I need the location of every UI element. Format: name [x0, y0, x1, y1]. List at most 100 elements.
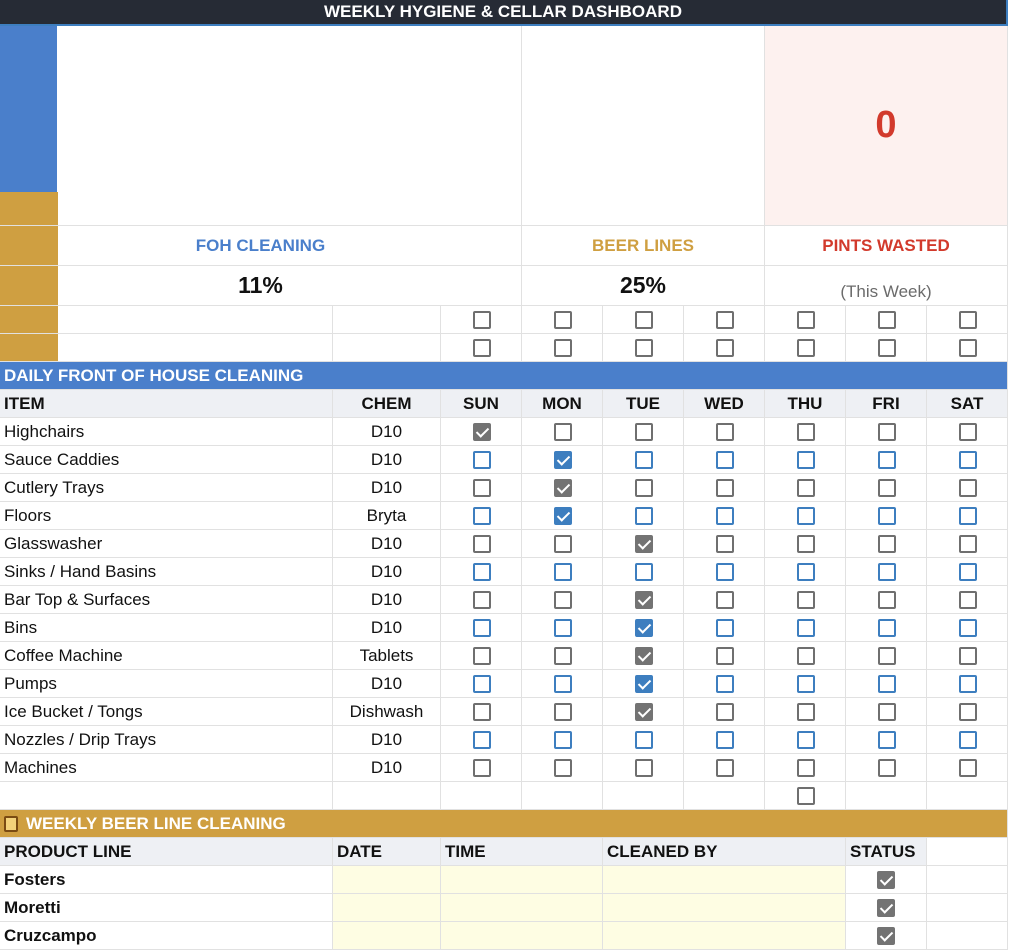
- checkbox[interactable]: [796, 507, 815, 525]
- checkbox[interactable]: [553, 535, 572, 553]
- checkbox[interactable]: [715, 479, 734, 497]
- checkbox[interactable]: [553, 731, 572, 749]
- checkbox[interactable]: [715, 759, 734, 777]
- checkbox[interactable]: [472, 619, 491, 637]
- checkbox[interactable]: [877, 423, 896, 441]
- checkbox[interactable]: [877, 899, 895, 917]
- checkbox[interactable]: [796, 535, 815, 553]
- checkbox[interactable]: [553, 591, 572, 609]
- checkbox[interactable]: [796, 479, 815, 497]
- checkbox[interactable]: [958, 675, 977, 693]
- checkbox[interactable]: [796, 311, 815, 329]
- checkbox[interactable]: [877, 535, 896, 553]
- checkbox[interactable]: [958, 647, 977, 665]
- checkbox[interactable]: [877, 507, 896, 525]
- checkbox[interactable]: [472, 675, 491, 693]
- checkbox[interactable]: [958, 339, 977, 357]
- checkbox[interactable]: [796, 759, 815, 777]
- checkbox[interactable]: [472, 479, 491, 497]
- checkbox[interactable]: [634, 311, 653, 329]
- checkbox[interactable]: [958, 563, 977, 581]
- checkbox[interactable]: [796, 731, 815, 749]
- checkbox[interactable]: [634, 675, 653, 693]
- checkbox[interactable]: [553, 703, 572, 721]
- checkbox[interactable]: [715, 451, 734, 469]
- checkbox[interactable]: [796, 675, 815, 693]
- checkbox[interactable]: [877, 927, 895, 945]
- checkbox[interactable]: [877, 675, 896, 693]
- checkbox[interactable]: [958, 591, 977, 609]
- checkbox[interactable]: [715, 423, 734, 441]
- checkbox[interactable]: [796, 619, 815, 637]
- checkbox[interactable]: [472, 507, 491, 525]
- checkbox[interactable]: [472, 647, 491, 665]
- checkbox[interactable]: [634, 423, 653, 441]
- checkbox[interactable]: [553, 339, 572, 357]
- checkbox[interactable]: [553, 507, 572, 525]
- checkbox[interactable]: [634, 731, 653, 749]
- checkbox[interactable]: [796, 647, 815, 665]
- checkbox[interactable]: [877, 703, 896, 721]
- checkbox[interactable]: [796, 591, 815, 609]
- checkbox[interactable]: [472, 423, 491, 441]
- checkbox[interactable]: [715, 619, 734, 637]
- checkbox[interactable]: [958, 731, 977, 749]
- checkbox[interactable]: [715, 731, 734, 749]
- checkbox[interactable]: [877, 311, 896, 329]
- checkbox[interactable]: [877, 619, 896, 637]
- checkbox[interactable]: [472, 535, 491, 553]
- checkbox[interactable]: [472, 591, 491, 609]
- checkbox[interactable]: [553, 619, 572, 637]
- checkbox[interactable]: [877, 759, 896, 777]
- checkbox[interactable]: [715, 591, 734, 609]
- checkbox[interactable]: [715, 339, 734, 357]
- checkbox[interactable]: [715, 535, 734, 553]
- checkbox[interactable]: [796, 423, 815, 441]
- checkbox[interactable]: [553, 759, 572, 777]
- checkbox[interactable]: [634, 759, 653, 777]
- checkbox[interactable]: [958, 451, 977, 469]
- checkbox[interactable]: [472, 731, 491, 749]
- checkbox[interactable]: [958, 759, 977, 777]
- checkbox[interactable]: [553, 479, 572, 497]
- checkbox[interactable]: [796, 451, 815, 469]
- checkbox[interactable]: [877, 871, 895, 889]
- checkbox[interactable]: [553, 675, 572, 693]
- checkbox[interactable]: [472, 563, 491, 581]
- checkbox[interactable]: [634, 591, 653, 609]
- checkbox[interactable]: [796, 787, 815, 805]
- checkbox[interactable]: [553, 423, 572, 441]
- checkbox[interactable]: [715, 675, 734, 693]
- checkbox[interactable]: [796, 339, 815, 357]
- checkbox[interactable]: [472, 759, 491, 777]
- checkbox[interactable]: [472, 339, 491, 357]
- checkbox[interactable]: [634, 339, 653, 357]
- checkbox[interactable]: [553, 451, 572, 469]
- checkbox[interactable]: [877, 647, 896, 665]
- checkbox[interactable]: [553, 647, 572, 665]
- checkbox[interactable]: [553, 311, 572, 329]
- checkbox[interactable]: [634, 647, 653, 665]
- checkbox[interactable]: [958, 479, 977, 497]
- checkbox[interactable]: [958, 507, 977, 525]
- checkbox[interactable]: [715, 507, 734, 525]
- checkbox[interactable]: [553, 563, 572, 581]
- checkbox[interactable]: [877, 731, 896, 749]
- checkbox[interactable]: [877, 591, 896, 609]
- checkbox[interactable]: [715, 563, 734, 581]
- checkbox[interactable]: [634, 507, 653, 525]
- checkbox[interactable]: [796, 563, 815, 581]
- checkbox[interactable]: [634, 451, 653, 469]
- checkbox[interactable]: [634, 563, 653, 581]
- checkbox[interactable]: [634, 535, 653, 553]
- checkbox[interactable]: [472, 451, 491, 469]
- checkbox[interactable]: [958, 423, 977, 441]
- checkbox[interactable]: [715, 647, 734, 665]
- checkbox[interactable]: [715, 703, 734, 721]
- checkbox[interactable]: [796, 703, 815, 721]
- checkbox[interactable]: [472, 311, 491, 329]
- checkbox[interactable]: [958, 535, 977, 553]
- checkbox[interactable]: [634, 703, 653, 721]
- checkbox[interactable]: [877, 339, 896, 357]
- checkbox[interactable]: [877, 563, 896, 581]
